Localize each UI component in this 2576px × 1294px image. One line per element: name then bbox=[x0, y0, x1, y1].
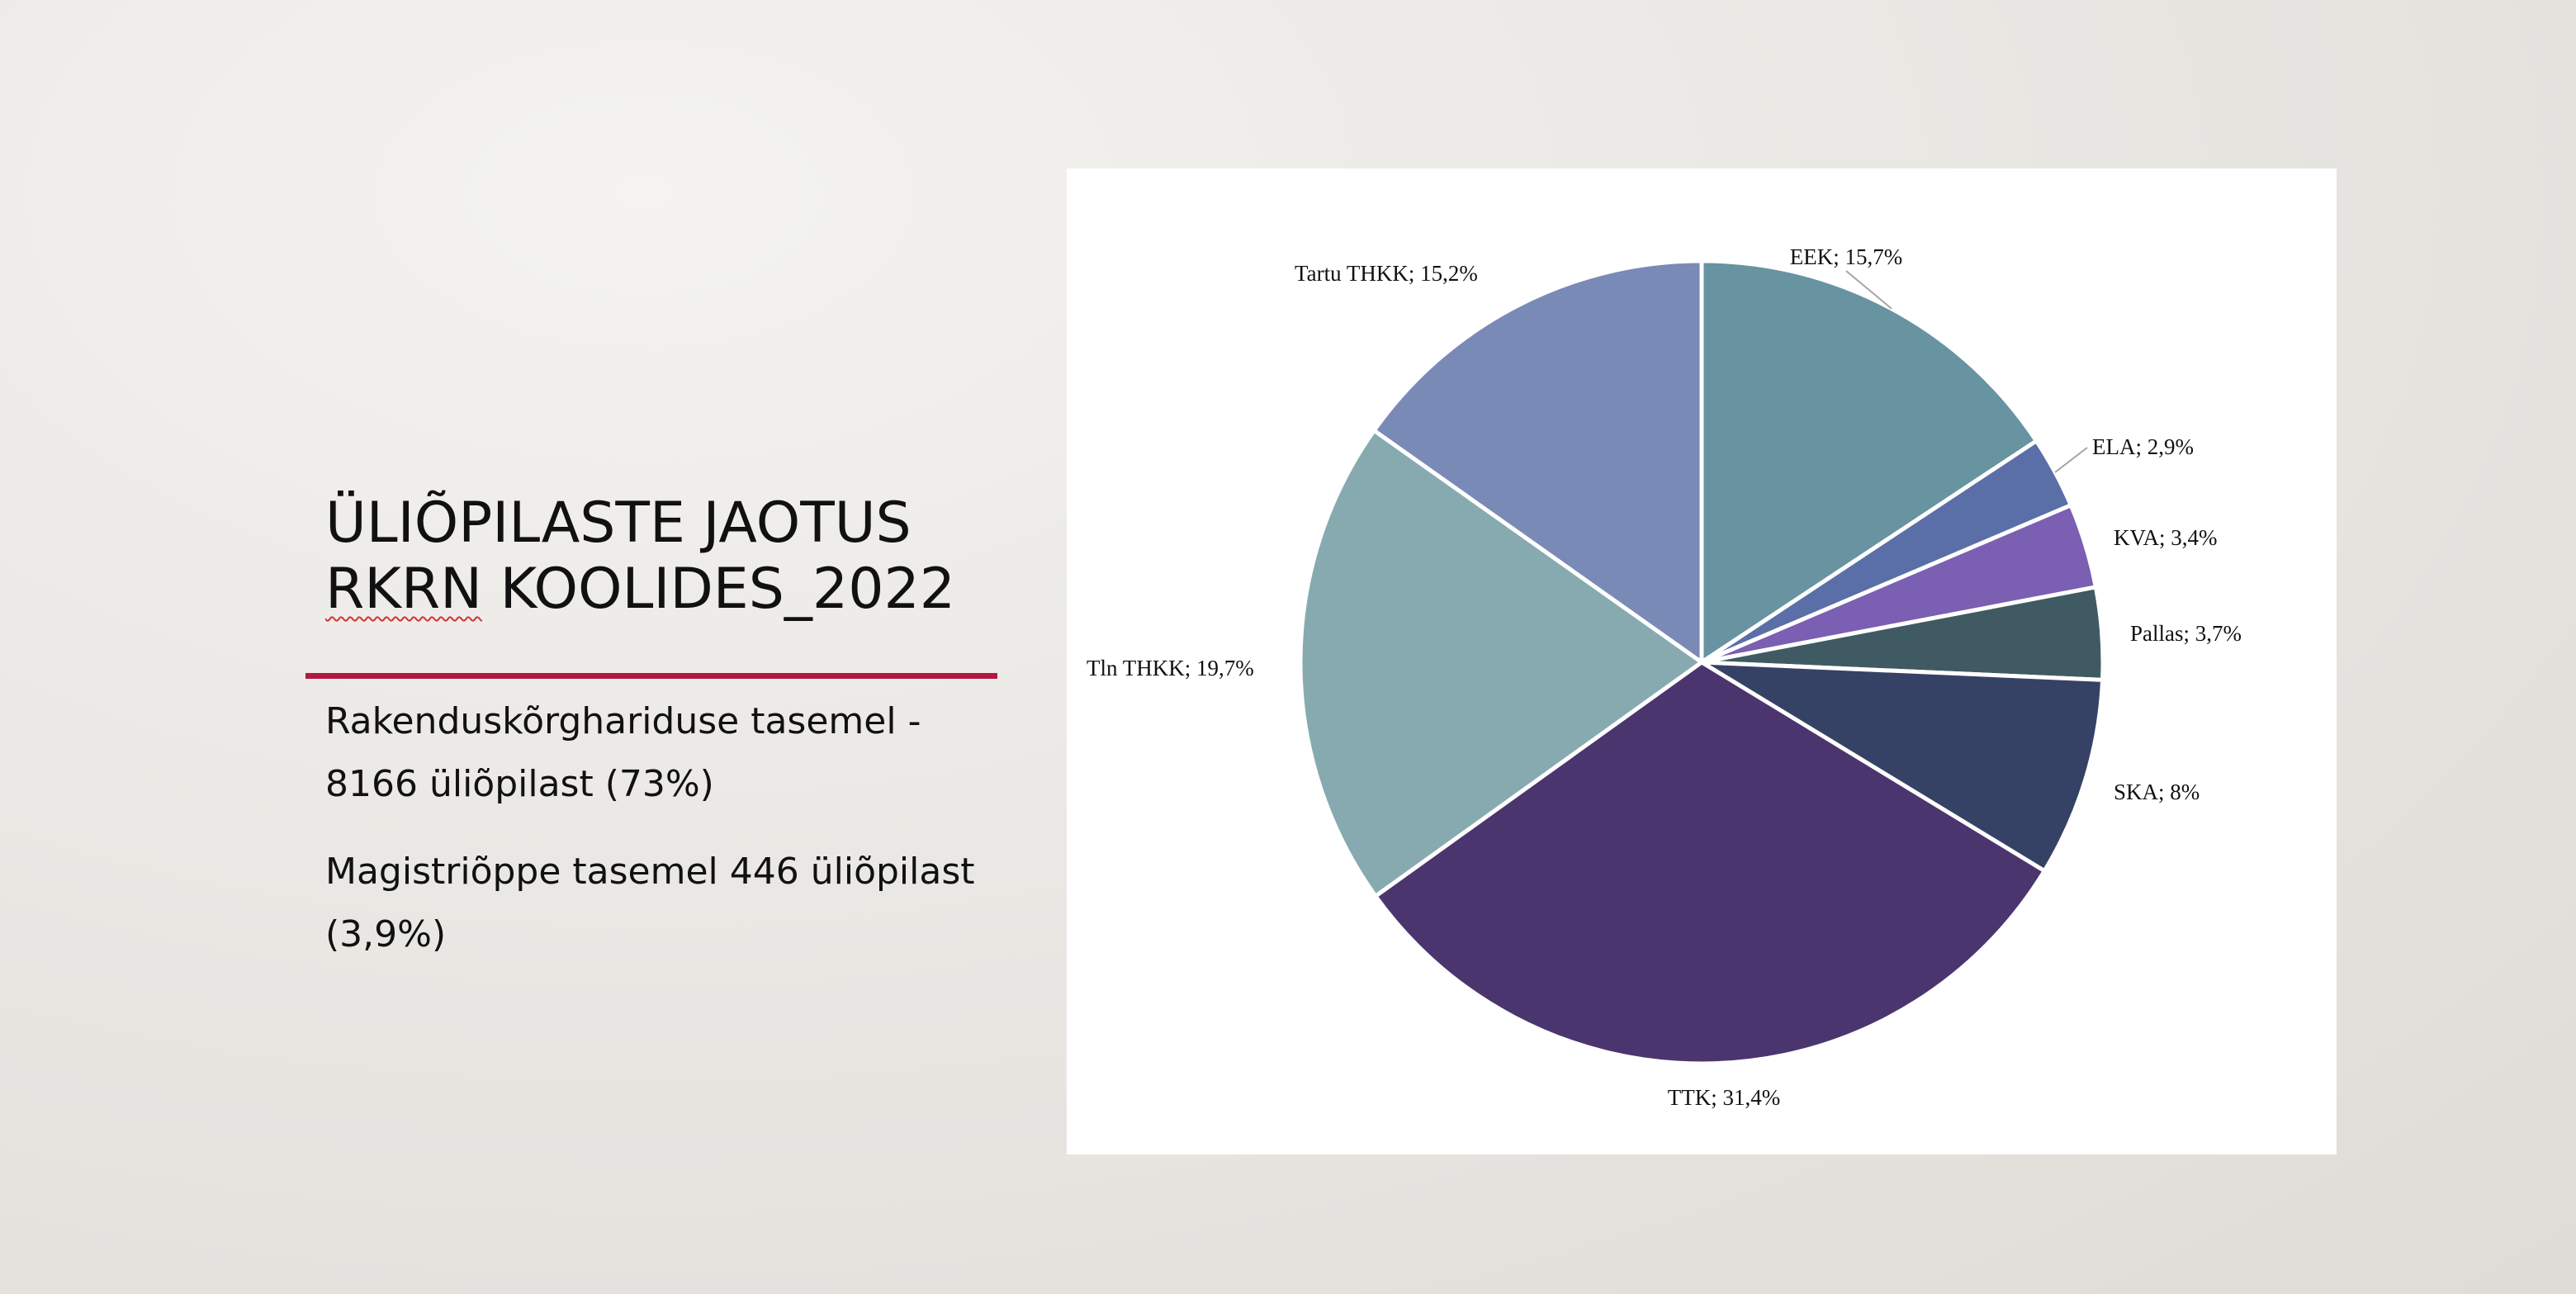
pie-chart: EEK; 15,7% ELA; 2,9% KVA; 3,4% Pallas; 3,7%… bbox=[1087, 244, 2242, 1110]
title-line-1: ÜLIÕPILASTE JAOTUS bbox=[325, 491, 912, 556]
title-line-2-rest: KOOLIDES_2022 bbox=[481, 557, 955, 622]
pie-slice-eek[interactable] bbox=[1699, 258, 2039, 665]
pie-slice-ska[interactable] bbox=[1699, 660, 2105, 874]
pie-slice-ttk[interactable] bbox=[1373, 660, 2047, 1066]
data-label-ttk: TTK; 31,4% bbox=[1668, 1085, 1780, 1110]
pie-chart-frame[interactable]: EEK; 15,7% ELA; 2,9% KVA; 3,4% Pallas; 3,7%… bbox=[1067, 168, 2337, 1154]
slide-title: ÜLIÕPILASTE JAOTUS RKRN KOOLIDES_2022 bbox=[325, 491, 1035, 623]
leader-line-ela bbox=[2054, 447, 2088, 473]
body-paragraph-applied-level: Rakenduskõrghariduse tasemel - 8166 üliõ… bbox=[325, 700, 921, 805]
data-label-pallas: Pallas; 3,7% bbox=[2130, 621, 2242, 646]
pie-slice-tartu-thkk[interactable] bbox=[1371, 258, 1704, 665]
data-label-eek: EEK; 15,7% bbox=[1790, 244, 1902, 269]
leader-line-eek bbox=[1845, 270, 1892, 310]
data-label-ela: ELA; 2,9% bbox=[2092, 434, 2194, 459]
body-paragraph-masters-level: Magistriõppe tasemel 446 üliõpilast (3,9… bbox=[325, 851, 975, 955]
slide-body: Rakenduskõrghariduse tasemel - 8166 üliõ… bbox=[325, 690, 1002, 991]
title-divider bbox=[305, 673, 997, 679]
data-label-ska: SKA; 8% bbox=[2114, 780, 2200, 804]
title-spellcheck-word: RKRN bbox=[325, 557, 482, 622]
data-label-tln-thkk: Tln THKK; 19,7% bbox=[1087, 656, 1254, 680]
data-label-kva: KVA; 3,4% bbox=[2114, 525, 2218, 550]
pie-slice-tln-thkk[interactable] bbox=[1298, 428, 1704, 898]
title-line-2: RKRN KOOLIDES_2022 bbox=[325, 557, 1035, 623]
data-label-tartu-thkk: Tartu THKK; 15,2% bbox=[1295, 261, 1478, 286]
